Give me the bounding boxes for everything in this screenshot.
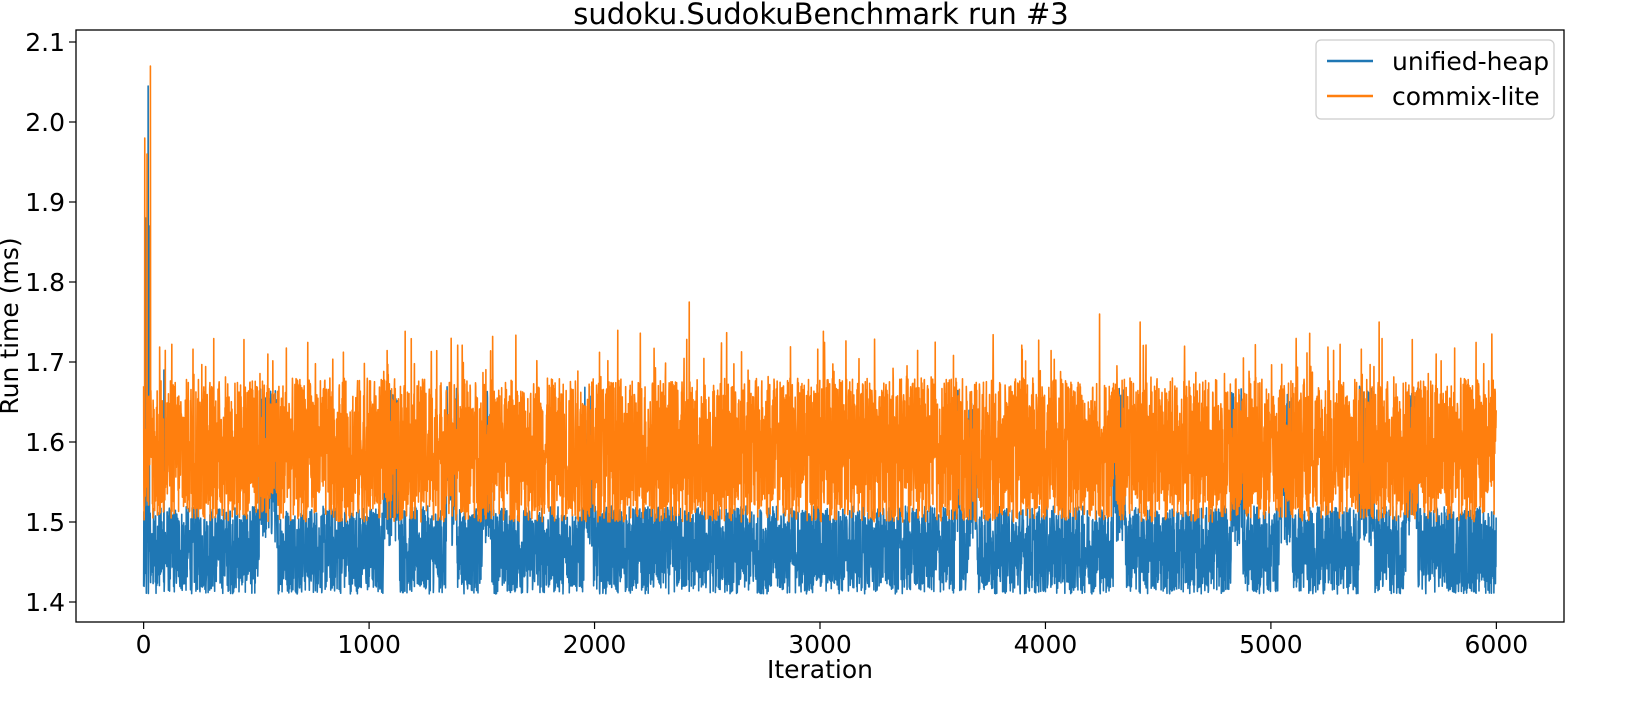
x-tick-label: 1000 xyxy=(337,630,401,659)
y-tick-label: 1.9 xyxy=(25,188,65,217)
x-tick-label: 4000 xyxy=(1014,630,1078,659)
series-layer xyxy=(142,65,1497,595)
y-axis-label: Run time (ms) xyxy=(0,237,24,414)
x-tick-label: 5000 xyxy=(1239,630,1303,659)
y-tick-label: 2.0 xyxy=(25,108,65,137)
legend-label-unified-heap: unified-heap xyxy=(1392,47,1549,76)
x-tick-label: 0 xyxy=(136,630,152,659)
series-line-commix-lite xyxy=(142,65,1497,523)
chart-title: sudoku.SudokuBenchmark run #3 xyxy=(573,0,1068,31)
y-tick-label: 1.5 xyxy=(25,508,65,537)
y-tick-label: 2.1 xyxy=(25,28,65,57)
x-axis: 0 1000 2000 3000 4000 5000 6000 xyxy=(136,622,1528,659)
x-tick-label: 6000 xyxy=(1465,630,1529,659)
legend-label-commix-lite: commix-lite xyxy=(1392,82,1540,111)
y-tick-label: 1.4 xyxy=(25,588,65,617)
x-tick-label: 2000 xyxy=(563,630,627,659)
y-tick-label: 1.6 xyxy=(25,428,65,457)
x-axis-label: Iteration xyxy=(767,655,873,684)
y-axis: 1.4 1.5 1.6 1.7 1.8 1.9 2.0 2.1 xyxy=(25,28,76,617)
legend-box xyxy=(1315,39,1555,120)
y-tick-label: 1.7 xyxy=(25,348,65,377)
y-tick-label: 1.8 xyxy=(25,268,65,297)
x-tick-label: 3000 xyxy=(788,630,852,659)
legend: unified-heap commix-lite xyxy=(1315,39,1555,120)
